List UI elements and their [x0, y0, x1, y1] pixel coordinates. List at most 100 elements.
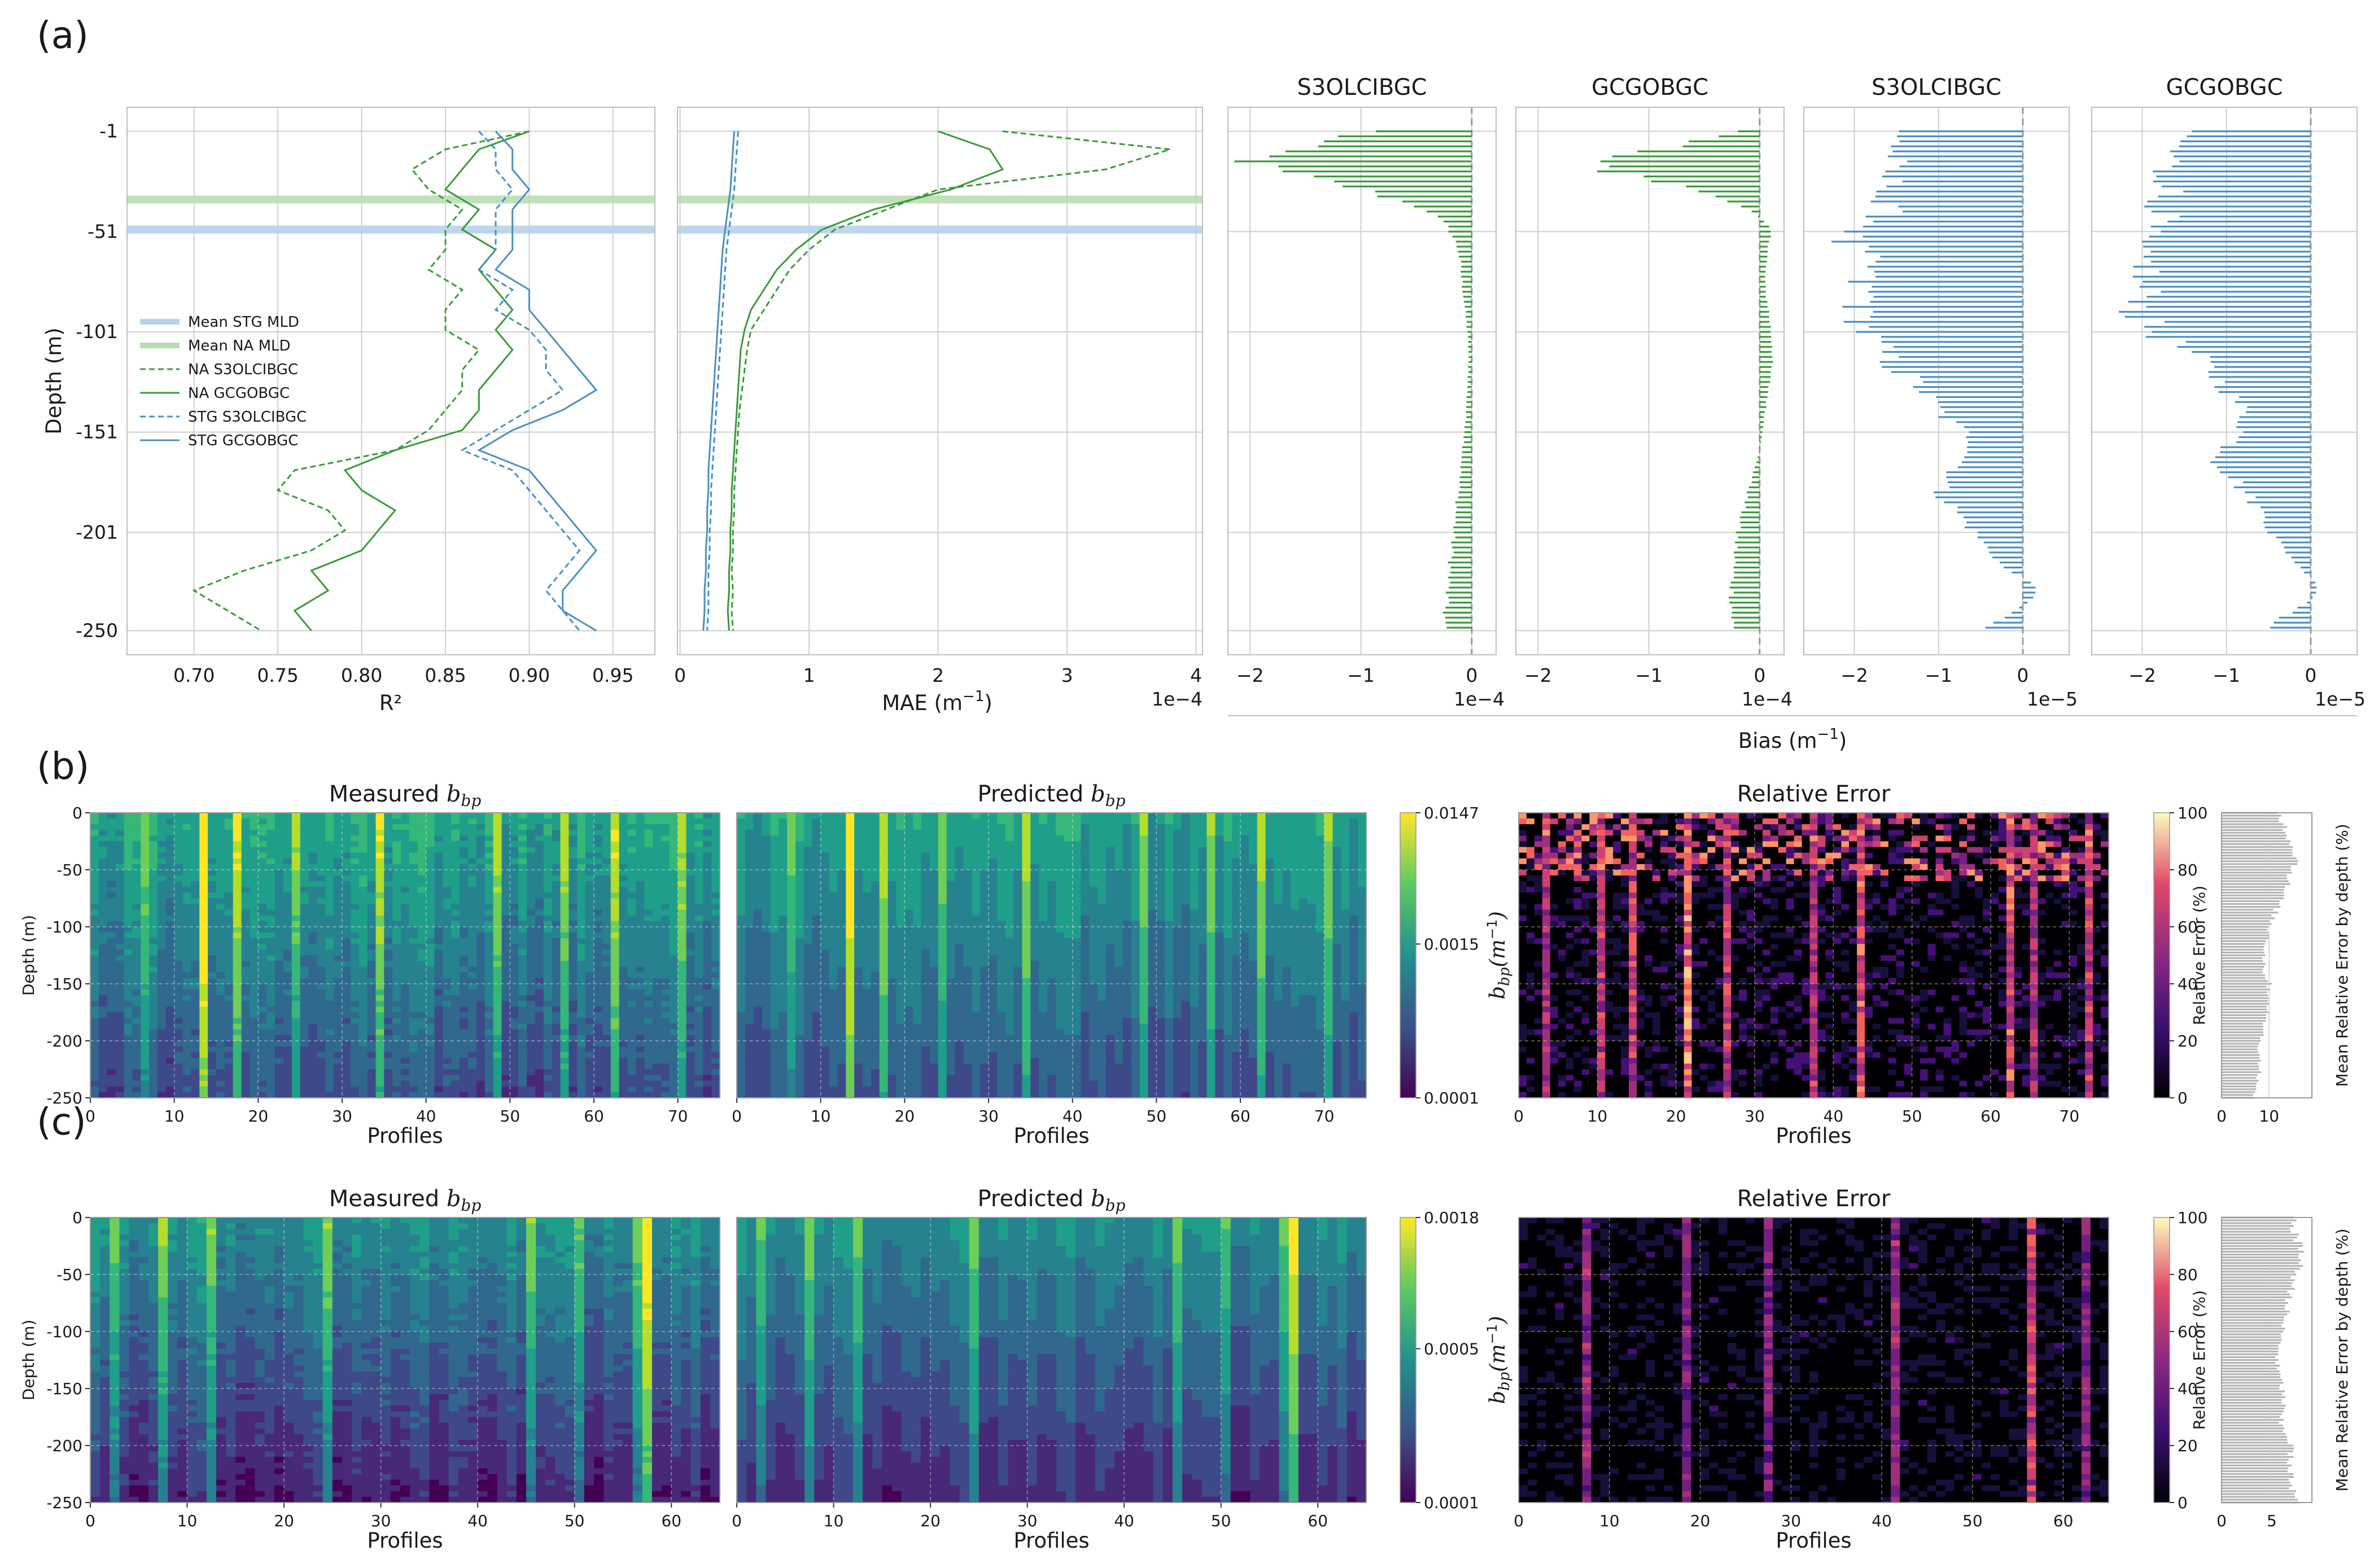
- bias-panel-3-bar: [2304, 571, 2311, 573]
- b-measured-cell: [342, 955, 351, 962]
- bias-panel-0-bar: [1464, 441, 1472, 443]
- bias-panel-0-bar: [1442, 611, 1472, 614]
- b-measured-cell: [342, 875, 351, 882]
- b-measured-cell: [527, 870, 536, 876]
- b-measured-cell: [409, 966, 418, 973]
- bias-panel-0-bar: [1458, 256, 1472, 258]
- bias-panel-3-bar: [2285, 551, 2311, 554]
- b-measured-cell: [451, 966, 460, 973]
- bias-panel-3-bar: [2192, 130, 2311, 133]
- b-measured-cell: [392, 972, 401, 979]
- b-measured-cell: [157, 921, 167, 927]
- b-measured-cell: [165, 961, 175, 967]
- b-measured-cell: [610, 841, 620, 848]
- b-measured-cell: [460, 835, 469, 842]
- b-measured-cell: [669, 881, 679, 887]
- b-measured-cell: [610, 904, 620, 910]
- b-measured-cell: [367, 909, 377, 916]
- b-measured-cell: [266, 847, 276, 853]
- b-measured-cell: [157, 949, 167, 956]
- b-predicted-cell: [820, 887, 830, 893]
- b-measured-cell: [703, 1058, 712, 1064]
- b-measured-cell: [233, 1023, 242, 1030]
- b-measured-cell: [451, 961, 460, 967]
- b-measured-cell: [552, 1052, 561, 1058]
- b-measured-cell: [283, 864, 292, 870]
- b-measured-cell: [283, 938, 292, 944]
- b-measured-cell: [510, 989, 519, 996]
- b-predicted-cell: [770, 824, 779, 830]
- bias-panel-1-bar: [1732, 606, 1760, 609]
- b-measured-cell: [199, 835, 208, 842]
- b-predicted-cell: [737, 1035, 746, 1041]
- b-measured-cell: [703, 966, 712, 973]
- b-measured-cell: [392, 892, 401, 899]
- b-predicted-cell: [745, 870, 754, 876]
- b-measured-cell: [275, 875, 284, 882]
- b-measured-cell: [669, 1058, 679, 1064]
- b-measured-cell: [493, 1023, 502, 1030]
- b-measured-cell: [703, 835, 712, 842]
- b-measured-cell: [636, 1041, 645, 1047]
- b-measured-cell: [527, 1075, 536, 1081]
- b-measured-cell: [334, 813, 343, 819]
- b-measured-cell: [258, 989, 267, 996]
- b-predicted-cell: [829, 835, 838, 842]
- b-measured-cell: [476, 824, 486, 830]
- b-measured-cell: [552, 824, 561, 830]
- b-measured-cell: [258, 927, 267, 933]
- b-predicted-cell: [820, 1052, 830, 1058]
- bias-panel-0-bar: [1465, 421, 1472, 423]
- b-measured-cell: [191, 949, 200, 956]
- b-measured-cell: [661, 972, 670, 979]
- b-measured-cell: [132, 841, 141, 848]
- b-measured-cell: [518, 1001, 527, 1007]
- b-measured-cell: [409, 875, 418, 882]
- b-predicted-cell: [779, 1006, 788, 1013]
- bias-panel-1-bar: [1759, 351, 1772, 353]
- b-measured-cell: [451, 1018, 460, 1024]
- b-measured-cell: [535, 1046, 544, 1053]
- bias-panel-0-bar: [1464, 426, 1472, 428]
- b-measured-cell: [636, 949, 645, 956]
- b-measured-cell: [585, 909, 594, 916]
- b-measured-cell: [224, 892, 234, 899]
- b-measured-cell: [317, 841, 326, 848]
- b-measured-cell: [107, 847, 116, 853]
- b-measured-cell: [552, 966, 561, 973]
- b-measured-cell: [241, 1052, 251, 1058]
- b-measured-cell: [384, 1075, 393, 1081]
- b-measured-cell: [208, 966, 217, 973]
- b-measured-cell: [661, 835, 670, 842]
- b-measured-cell: [216, 818, 225, 825]
- b-measured-cell: [451, 989, 460, 996]
- b-measured-cell: [711, 1035, 720, 1041]
- b-measured-cell: [384, 995, 393, 1001]
- b-measured-cell: [552, 892, 561, 899]
- bias-panel-0-bar: [1377, 195, 1472, 198]
- b-measured-cell: [300, 1023, 309, 1030]
- bias-panel-2-bar: [1957, 506, 2023, 509]
- bias-panel-1-bar: [1747, 496, 1760, 498]
- b-predicted-cell: [745, 881, 754, 887]
- b-measured-cell: [711, 1086, 720, 1093]
- b-measured-cell: [392, 841, 401, 848]
- b-predicted-cell: [820, 824, 830, 830]
- b-measured-cell: [334, 978, 343, 984]
- b-measured-cell: [375, 1058, 384, 1064]
- b-predicted-cell: [829, 938, 838, 944]
- b-measured-cell: [350, 984, 360, 990]
- b-measured-cell: [527, 927, 536, 933]
- b-measured-xtick-4: 40: [416, 1107, 436, 1125]
- b-predicted-cell: [745, 835, 754, 842]
- b-measured-cell: [334, 984, 343, 990]
- legend-entry-2: NA S3OLCIBGC: [188, 361, 298, 378]
- b-measured-cell: [653, 824, 662, 830]
- b-measured-cell: [484, 904, 494, 910]
- b-measured-cell: [460, 887, 469, 893]
- b-measured-cell: [124, 904, 133, 910]
- b-measured-cell: [241, 966, 251, 973]
- b-measured-cell: [409, 830, 418, 836]
- b-measured-cell: [527, 938, 536, 944]
- b-measured-cell: [602, 824, 611, 830]
